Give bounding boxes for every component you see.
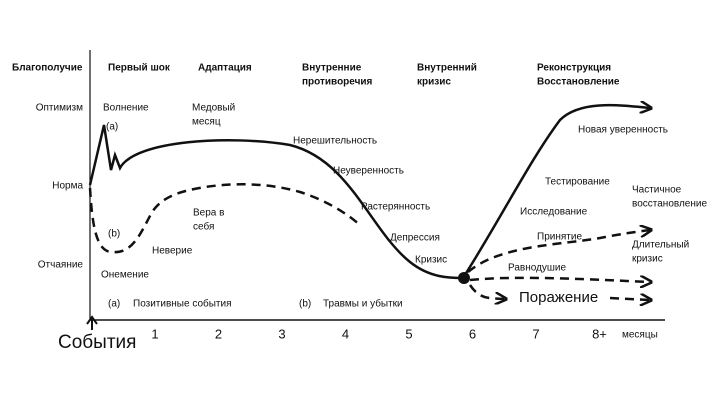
label: Длительный [632,240,689,251]
label: Депрессия [390,233,440,244]
label: Равнодушие [508,263,567,274]
x-tick-label: 3 [278,326,285,341]
branch-long [609,298,650,300]
legend-text: Травмы и убытки [323,298,403,310]
phase: Внутренний [417,63,477,74]
phase: Восстановление [537,77,620,88]
label: Онемение [101,270,149,281]
label: себя [193,221,214,233]
branch-defeat [468,284,505,299]
label: (a) [106,122,118,133]
x-tick-label: 4 [342,326,349,341]
phase: Первый шок [108,63,171,74]
label: Принятие [537,232,582,243]
label: месяц [192,117,221,128]
label: Тестирование [545,177,610,188]
y-title: Благополучие [12,63,83,74]
legend: (a) Позитивные события (b) Травмы и убыт… [108,298,403,310]
y-label: Норма [52,181,83,192]
x-unit: месяцы [622,330,658,341]
label: Неуверенность [333,166,404,177]
label: Неверие [152,246,193,257]
phase: кризис [417,77,451,88]
legend-key: (a) [108,299,120,310]
phase: противоречия [302,77,373,88]
label: кризис [632,254,663,265]
legend-text: Позитивные события [133,298,232,310]
label: Волнение [103,103,149,114]
x-tick-label: 5 [405,326,412,341]
branch-acceptance [467,230,650,273]
event-arrow [86,315,98,330]
headers: Благополучие Первый шок Адаптация Внутре… [12,63,620,88]
crisis-point [458,272,470,284]
label: Частичное [632,185,682,196]
phase: Реконструкция [537,63,611,74]
label: Кризис [415,255,447,266]
label: (b) [108,229,120,240]
label: Исследование [520,207,588,218]
legend-key: (b) [299,299,311,310]
x-tick-label: 2 [215,326,222,341]
x-ticks: 1 2 3 4 5 6 7 8+ [151,326,607,341]
label: Новая уверенность [578,125,668,136]
x-tick-label: 8+ [592,326,607,341]
y-label: Оптимизм [36,103,83,114]
curve-a [88,124,464,280]
curve-labels: Волнение (a) Медовый месяц Нерешительнос… [101,103,707,306]
label: восстановление [632,199,707,210]
label: Поражение [519,289,598,306]
curve-b [88,183,361,254]
label: Нерешительность [293,136,377,147]
phase: Адаптация [198,63,252,74]
x-tick-label: 6 [469,326,476,341]
y-label: Отчаяние [38,260,84,271]
label: Растерянность [361,202,430,213]
recovery-curve [461,105,650,279]
x-start: События [58,332,136,353]
label: Вера в [193,208,224,219]
x-tick-label: 1 [151,326,158,341]
label: Медовый [192,103,235,114]
branch-indifference [469,278,650,282]
x-tick-label: 7 [532,326,539,341]
phase: Внутренние [302,63,362,74]
